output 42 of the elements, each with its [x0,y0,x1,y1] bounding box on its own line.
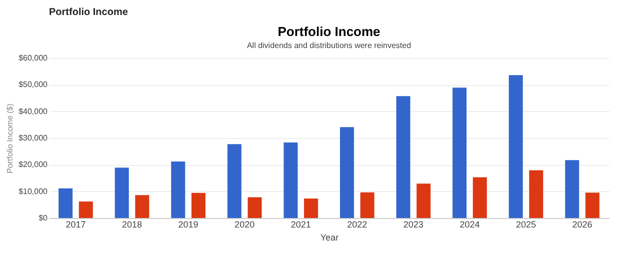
bar [227,144,242,218]
x-tick-label: 2025 [516,220,536,230]
y-axis-title: Portfolio Income ($) [6,103,15,174]
bar [248,197,262,218]
x-tick-label: 2024 [460,220,480,230]
y-tick-label: $20,000 [18,160,48,170]
x-tick-label: 2017 [66,220,86,230]
x-tick-label: 2020 [234,220,255,230]
bar [284,142,298,218]
y-tick-label: $10,000 [18,186,48,196]
x-tick-label: 2023 [403,220,424,230]
bar [58,188,73,218]
chart-subtitle: All dividends and distributions were reinvested [246,41,412,50]
bar [171,161,186,218]
bar [114,168,129,218]
x-axis-title: Year [320,232,339,242]
x-tick-label: 2022 [347,220,368,230]
text: Portfolio Income [49,7,128,18]
bar [565,160,580,218]
y-tick-label: $0 [38,214,48,222]
bar [304,198,318,218]
y-tick-label: $40,000 [18,106,48,116]
bar [585,192,600,218]
bar [416,184,431,218]
bar [472,177,487,218]
y-tick-label: $50,000 [18,80,48,90]
chart-title: Portfolio Income [278,24,380,39]
bar [452,88,467,218]
bar [78,201,93,218]
bar [360,192,374,218]
x-tick-label: 2021 [290,220,311,230]
bar [135,195,150,218]
bar [529,170,544,218]
bar [191,192,206,218]
y-tick-label: $60,000 [18,54,48,62]
x-tick-label: 2026 [572,220,592,230]
x-tick-label: 2018 [122,220,142,230]
y-tick-label: $30,000 [18,134,48,142]
bar [340,127,354,218]
bar [396,96,410,218]
x-tick-label: 2019 [178,220,198,230]
bar [508,75,523,218]
